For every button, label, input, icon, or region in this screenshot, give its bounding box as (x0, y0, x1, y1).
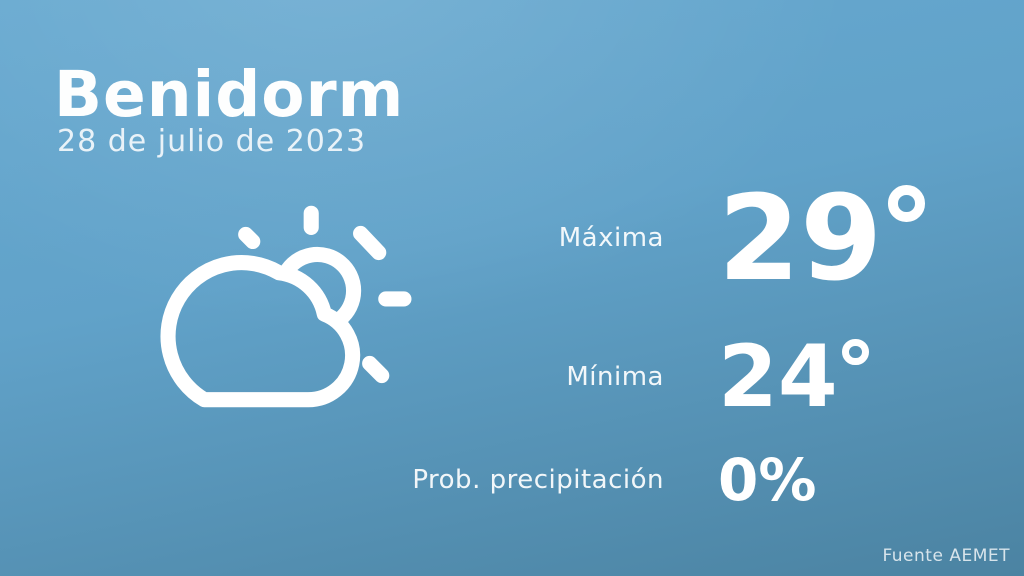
min-temp-label: Mínima (566, 362, 664, 392)
degree-symbol (888, 184, 925, 222)
date-label: 28 de julio de 2023 (57, 124, 367, 159)
min-temp-value: 24 (718, 334, 869, 420)
precip-prob-number: 0% (718, 446, 817, 514)
page-title: Benidorm (54, 58, 405, 131)
degree-symbol (841, 338, 869, 366)
sun-behind-cloud-icon (156, 200, 413, 412)
max-temp-number: 29 (718, 168, 883, 307)
min-temp-number: 24 (718, 327, 838, 427)
precip-prob-value: 0% (718, 451, 816, 509)
precip-prob-label: Prob. precipitación (412, 465, 664, 495)
max-temp-label: Máxima (558, 222, 664, 253)
max-temp-value: 29 (718, 179, 925, 297)
stat-row-max: Máxima 29 (298, 175, 1008, 300)
stat-row-min: Mínima 24 (298, 318, 1008, 436)
source-attribution: Fuente AEMET (882, 546, 1010, 566)
stat-row-precip: Prob. precipitación 0% (298, 440, 1008, 520)
